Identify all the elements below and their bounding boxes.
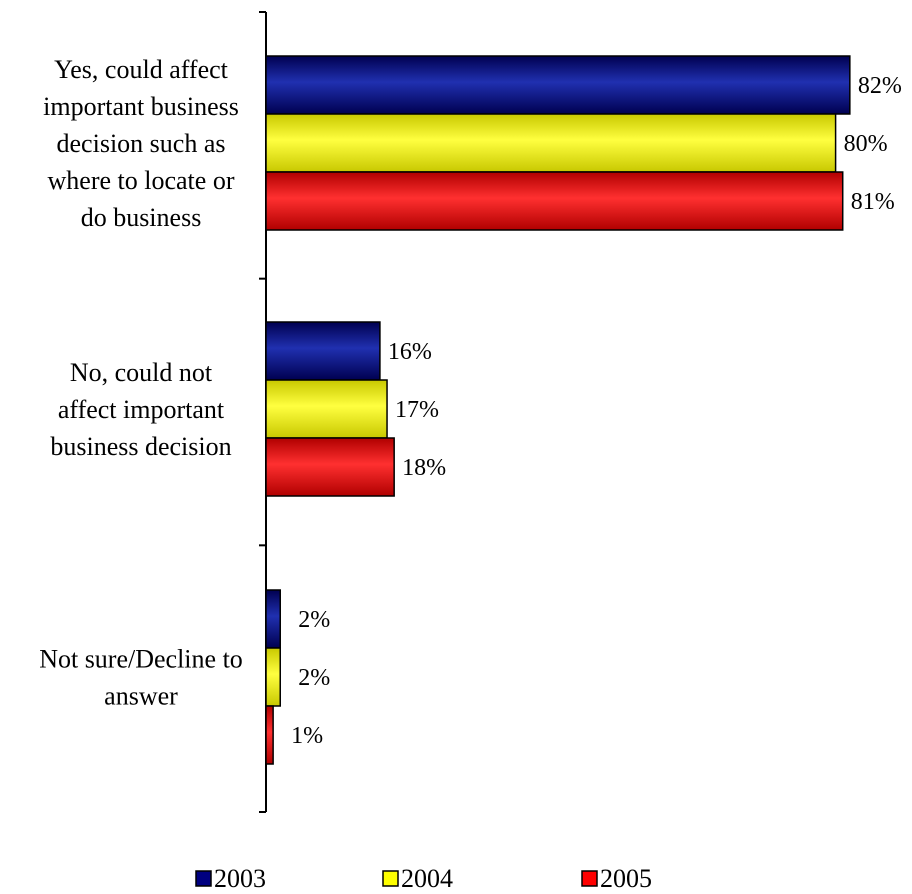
category-label-line: No, could not: [70, 358, 213, 387]
legend-label-2005: 2005: [600, 864, 652, 893]
bar-2003-cat-2: [265, 321, 381, 381]
data-label-2003-cat-1: 82%: [858, 73, 902, 99]
category-axis: [259, 11, 267, 813]
data-label-2003-cat-3: 2%: [298, 607, 330, 633]
category-label-line: where to locate or: [48, 166, 235, 195]
data-label-2003-cat-2: 16%: [388, 339, 432, 365]
category-label-1: Yes, could affect important business decis…: [43, 55, 239, 232]
legend-label-2003: 2003: [214, 864, 266, 893]
data-label-2005-cat-2: 18%: [402, 455, 446, 481]
bar-2005-cat-2: [265, 437, 395, 497]
bar-2003-cat-3: [265, 589, 281, 649]
data-label-2005-cat-3: 1%: [291, 723, 323, 749]
bar-2005-cat-3: [265, 705, 274, 765]
bar-2003-cat-1: [265, 55, 851, 115]
legend-label-2004: 2004: [401, 864, 453, 893]
bar-2004-cat-3: [265, 647, 281, 707]
category-label-line: Yes, could affect: [54, 55, 229, 84]
data-label-2005-cat-1: 81%: [851, 189, 895, 215]
category-label-line: do business: [81, 203, 202, 232]
data-label-2004-cat-1: 80%: [844, 131, 888, 157]
category-label-line: business decision: [50, 432, 231, 461]
bar-2005-cat-1: [265, 171, 844, 231]
legend: 2003 2004 2005: [195, 864, 652, 893]
legend-swatch-2005: [581, 870, 598, 887]
category-label-2: No, could not affect important business de…: [50, 358, 231, 461]
bar-2004-cat-1: [265, 113, 837, 173]
legend-swatch-2004: [382, 870, 399, 887]
category-label-line: decision such as: [57, 129, 226, 158]
bars: [265, 55, 851, 765]
legend-swatch-2003: [195, 870, 212, 887]
data-label-2004-cat-3: 2%: [298, 665, 330, 691]
data-labels: 82% 80% 81% 16% 17% 18% 2% 2% 1%: [291, 73, 902, 749]
bar-2004-cat-2: [265, 379, 388, 439]
category-label-line: Not sure/Decline to: [39, 645, 243, 674]
category-label-line: affect important: [58, 395, 225, 424]
category-label-line: important business: [43, 92, 239, 121]
category-label-3: Not sure/Decline to answer: [39, 645, 243, 711]
category-label-line: answer: [104, 682, 178, 711]
data-label-2004-cat-2: 17%: [395, 397, 439, 423]
category-labels: Yes, could affect important business decis…: [39, 55, 243, 711]
